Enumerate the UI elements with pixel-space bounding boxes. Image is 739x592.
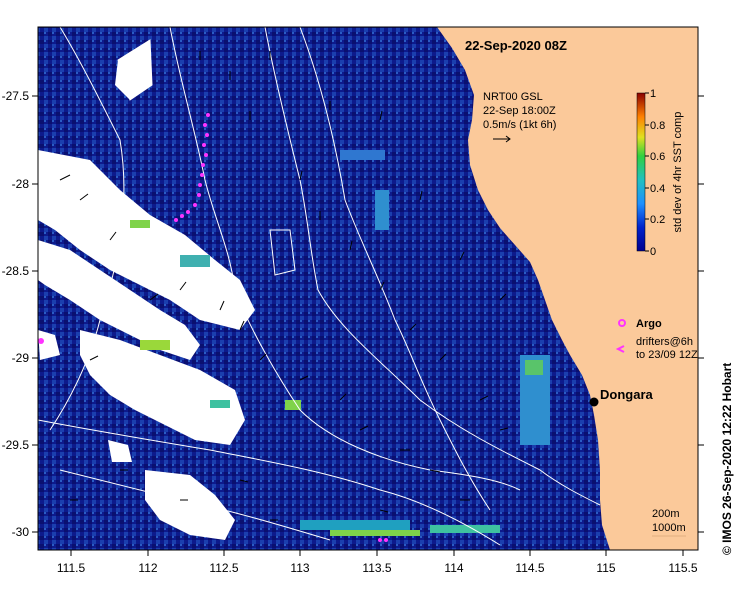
y-tick-label: -27.5: [2, 89, 30, 103]
x-tick-label: 115.5: [668, 561, 697, 575]
x-tick-label: 112.5: [209, 561, 238, 575]
contour-legend: 200m 1000m: [652, 508, 686, 537]
product-line-1: NRT00 GSL: [483, 91, 543, 103]
colorbar: 1 0.8 0.6 0.4 0.2 0 std dev of 4hr SST c…: [636, 88, 684, 258]
contour-label-200m: 200m: [652, 508, 680, 520]
credit-text: © IMOS 26-Sep-2020 12:22 Hobart: [720, 363, 734, 555]
x-tick-label: 111.5: [57, 561, 86, 575]
land-mass: [437, 27, 698, 550]
colorbar-tick: 0.4: [650, 183, 665, 195]
legend: Argo drifters@6h to 23/09 12Z: [615, 318, 698, 361]
x-tick-label: 114.5: [515, 561, 544, 575]
y-tick-labels: -27.5 -28 -28.5 -29 -29.5 -30: [2, 89, 30, 539]
product-line-3: 0.5m/s (1kt 6h): [483, 119, 556, 131]
product-info: NRT00 GSL 22-Sep 18:00Z 0.5m/s (1kt 6h): [483, 91, 556, 143]
colorbar-tick: 0.2: [650, 214, 665, 226]
y-tick-label: -29.5: [2, 438, 30, 452]
drifter-legend-icon: [615, 345, 625, 353]
x-tick-label: 114: [444, 561, 463, 575]
bathymetry-contours: [38, 27, 601, 546]
y-tick-label: -28: [12, 177, 30, 191]
colorbar-tick: 1: [650, 88, 656, 100]
argo-legend-label: Argo: [636, 318, 662, 330]
argo-float-marker: [38, 338, 44, 344]
colorbar-tick: 0.8: [650, 120, 665, 132]
x-tick-label: 113: [290, 561, 309, 575]
plot-area: [38, 27, 698, 550]
y-tick-label: -30: [12, 525, 30, 539]
map-title: 22-Sep-2020 08Z: [465, 38, 567, 53]
y-tick-label: -28.5: [2, 264, 30, 278]
x-tick-labels: 111.5 112 112.5 113 113.5 114 114.5 115 …: [57, 561, 698, 575]
cloud-mask: [38, 40, 255, 540]
drifter-track: [174, 113, 388, 542]
y-tick-label: -29: [12, 351, 30, 365]
drifter-legend-label-1: drifters@6h: [636, 336, 693, 348]
x-tick-label: 113.5: [362, 561, 391, 575]
current-vectors: [59, 51, 509, 521]
colorbar-label: std dev of 4hr SST comp: [672, 112, 684, 233]
colorbar-tick: 0.6: [650, 151, 665, 163]
drifter-legend-label-2: to 23/09 12Z: [636, 349, 698, 361]
x-tick-label: 112: [138, 561, 157, 575]
product-line-2: 22-Sep 18:00Z: [483, 105, 556, 117]
y-ticks: [32, 95, 704, 533]
argo-legend-icon: [618, 319, 626, 327]
colorbar-tick: 0: [650, 246, 656, 258]
dongara-marker: [589, 397, 599, 407]
place-label-dongara: Dongara: [600, 387, 654, 402]
contour-label-1000m: 1000m: [652, 522, 686, 534]
sst-variance-highlights: [130, 150, 550, 536]
x-ticks: [70, 550, 684, 556]
scale-arrow-icon: [493, 135, 511, 143]
x-tick-label: 115: [596, 561, 615, 575]
plot-frame: [37, 26, 699, 551]
colorbar-gradient: [636, 92, 646, 252]
